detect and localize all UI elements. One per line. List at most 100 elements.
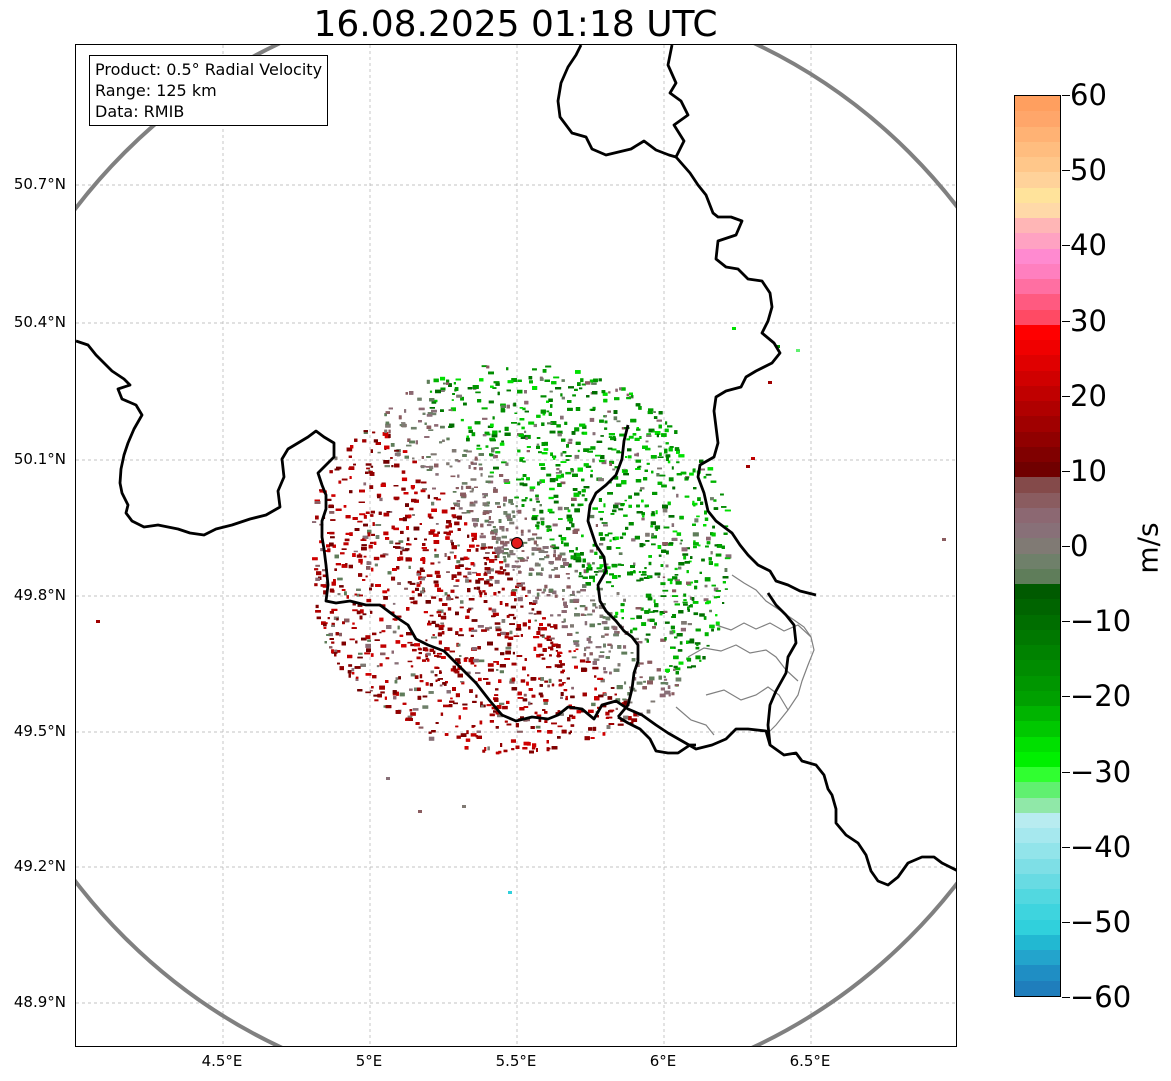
velocity-echo-cell (588, 641, 593, 644)
velocity-echo-cell (370, 610, 373, 614)
velocity-echo-cell (592, 391, 598, 395)
velocity-echo-cell (456, 500, 461, 503)
velocity-echo-cell (607, 532, 613, 535)
velocity-echo-cell (392, 602, 396, 605)
velocity-echo-cell (575, 547, 578, 551)
velocity-echo-cell (612, 509, 617, 513)
velocity-echo-cell (531, 608, 535, 611)
velocity-echo-cell (407, 581, 412, 584)
velocity-echo-cell (588, 727, 593, 731)
velocity-echo-cell (694, 580, 699, 583)
velocity-echo-cell (627, 455, 632, 459)
velocity-echo-cell (536, 525, 540, 530)
velocity-echo-cell (477, 646, 481, 650)
velocity-echo-cell (560, 663, 565, 666)
velocity-echo-cell (626, 393, 629, 397)
velocity-echo-cell (569, 714, 573, 717)
velocity-echo-cell (341, 564, 348, 568)
velocity-echo-cell (407, 438, 411, 442)
velocity-echo-cell (573, 598, 580, 602)
velocity-echo-cell (689, 596, 693, 600)
velocity-echo-cell (406, 526, 409, 530)
velocity-echo-cell (440, 425, 445, 429)
velocity-echo-cell (544, 441, 548, 446)
velocity-echo-cell (699, 659, 702, 662)
velocity-echo-cell (606, 716, 613, 719)
velocity-echo-cell (315, 564, 320, 567)
velocity-echo-cell (387, 588, 390, 592)
velocity-echo-cell (549, 637, 555, 640)
velocity-echo-cell (490, 385, 494, 388)
velocity-echo-cell (574, 508, 580, 513)
radar-map[interactable]: Product: 0.5° Radial Velocity Range: 125… (75, 44, 957, 1047)
velocity-echo-cell (584, 736, 590, 741)
velocity-echo-cell (451, 542, 454, 546)
velocity-echo-cell (455, 611, 459, 616)
velocity-echo-cell (478, 463, 483, 466)
velocity-echo-cell (348, 564, 353, 569)
velocity-echo-cell (372, 675, 377, 679)
velocity-echo-cell (399, 518, 405, 521)
velocity-echo-cell (497, 554, 500, 558)
velocity-echo-cell (665, 454, 671, 458)
velocity-echo-cell (630, 629, 633, 634)
velocity-echo-cell (554, 594, 558, 598)
velocity-echo-cell (567, 633, 573, 636)
velocity-echo-cell (629, 392, 633, 396)
velocity-echo-cell (569, 521, 573, 524)
velocity-echo-cell (536, 445, 540, 449)
velocity-echo-cell (517, 697, 524, 699)
velocity-echo-cell (458, 564, 464, 567)
velocity-echo-cell (657, 545, 662, 549)
velocity-echo-cell (407, 715, 413, 718)
velocity-echo-cell (658, 554, 662, 557)
velocity-echo-cell (557, 654, 560, 658)
velocity-echo-cell (412, 708, 419, 711)
velocity-echo-cell (561, 379, 565, 382)
velocity-echo-cell (501, 587, 505, 591)
velocity-echo-cell (629, 722, 634, 724)
velocity-echo-cell (363, 430, 368, 433)
velocity-echo-cell (552, 643, 559, 647)
velocity-echo-cell (654, 431, 661, 435)
velocity-echo-cell (506, 723, 512, 726)
velocity-echo-cell (616, 420, 621, 423)
velocity-echo-cell (491, 608, 497, 613)
velocity-echo-cell (396, 615, 402, 618)
y-tick-label: 48.9°N (13, 993, 66, 1011)
velocity-echo-cell (492, 387, 497, 389)
velocity-echo-cell (383, 596, 388, 600)
velocity-echo-cell (542, 413, 546, 416)
velocity-echo-cell (546, 594, 551, 597)
velocity-echo-cell (500, 743, 503, 747)
velocity-echo-cell (574, 613, 580, 617)
velocity-echo-cell (364, 652, 370, 655)
velocity-echo-cell (455, 596, 459, 599)
velocity-echo-cell (517, 422, 521, 426)
velocity-echo-cell (607, 492, 613, 495)
velocity-echo-cell (598, 532, 603, 536)
velocity-echo-cell (497, 572, 502, 575)
velocity-echo-cell (580, 552, 584, 556)
velocity-echo-cell (497, 505, 501, 508)
velocity-echo-cell (500, 409, 506, 413)
velocity-echo-cell (466, 435, 469, 438)
velocity-echo-cell (575, 407, 581, 411)
velocity-echo-cell (523, 741, 530, 746)
velocity-echo-cell (650, 525, 654, 528)
velocity-echo-cell (541, 657, 546, 660)
velocity-echo-cell (453, 502, 458, 505)
velocity-echo-cell (583, 653, 586, 657)
velocity-echo-cell (349, 490, 353, 494)
velocity-echo-cell (511, 748, 515, 751)
velocity-echo-cell (521, 499, 527, 502)
velocity-echo-cell (526, 681, 529, 686)
velocity-echo-cell (438, 640, 442, 645)
velocity-echo-cell (537, 730, 542, 733)
velocity-echo-cell (582, 425, 587, 429)
velocity-echo-cell (397, 582, 401, 585)
velocity-echo-cell (366, 566, 371, 570)
velocity-echo-cell (668, 477, 674, 482)
velocity-echo-cell (484, 431, 490, 435)
velocity-echo-cell (489, 471, 494, 474)
